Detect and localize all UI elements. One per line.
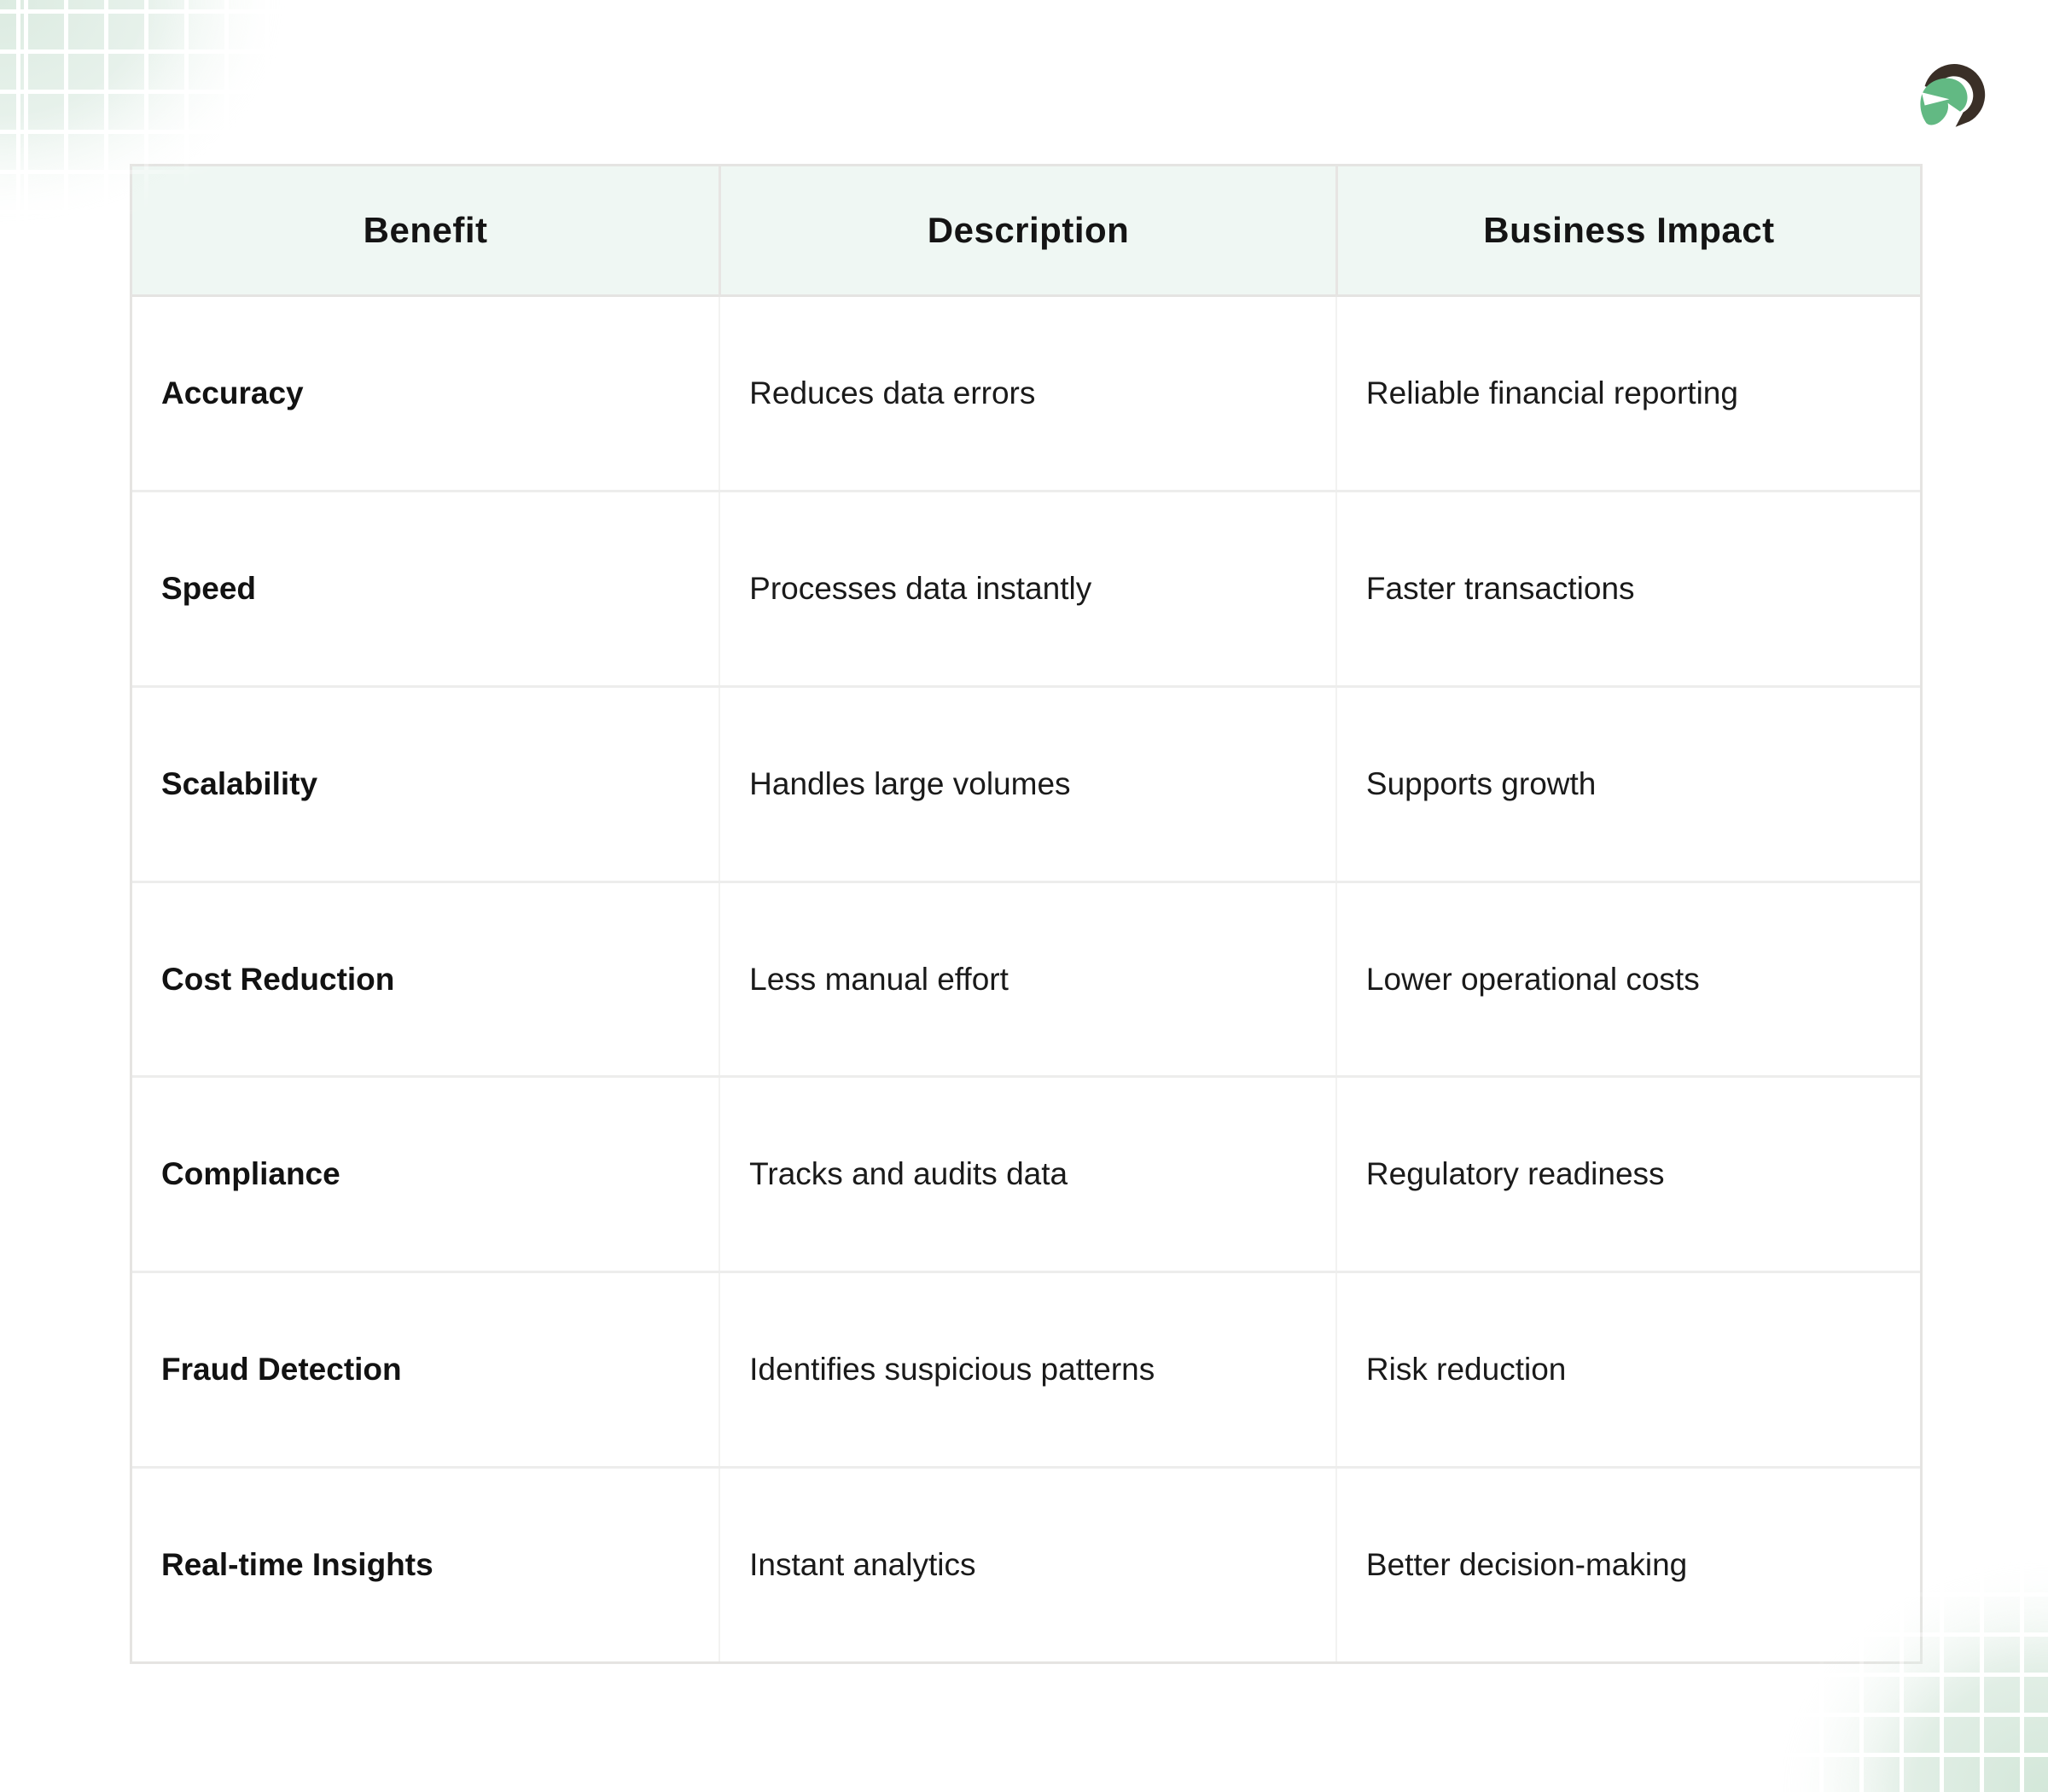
header-cell-description: Description: [719, 166, 1335, 294]
impact-cell: Faster transactions: [1335, 492, 1920, 685]
impact-cell: Regulatory readiness: [1335, 1078, 1920, 1271]
table-header-row: Benefit Description Business Impact: [132, 166, 1920, 297]
table-row: Speed Processes data instantly Faster tr…: [132, 492, 1920, 688]
table-row: Accuracy Reduces data errors Reliable fi…: [132, 297, 1920, 492]
table-body: Accuracy Reduces data errors Reliable fi…: [132, 297, 1920, 1662]
header-cell-benefit: Benefit: [363, 210, 488, 250]
benefit-cell: Compliance: [161, 1156, 340, 1192]
benefit-cell: Accuracy: [161, 375, 304, 410]
benefit-cell: Speed: [161, 570, 257, 606]
benefits-table: Benefit Description Business Impact Accu…: [130, 164, 1923, 1664]
impact-cell: Supports growth: [1335, 687, 1920, 881]
benefit-cell: Fraud Detection: [161, 1352, 402, 1388]
impact-cell: Lower operational costs: [1335, 882, 1920, 1076]
description-cell: Tracks and audits data: [719, 1078, 1335, 1271]
table-row: Real-time Insights Instant analytics Bet…: [132, 1469, 1920, 1662]
benefit-cell: Cost Reduction: [161, 961, 395, 997]
table-row: Compliance Tracks and audits data Regula…: [132, 1078, 1920, 1274]
table-row: Scalability Handles large volumes Suppor…: [132, 687, 1920, 883]
description-cell: Less manual effort: [719, 882, 1335, 1076]
table-row: Fraud Detection Identifies suspicious pa…: [132, 1273, 1920, 1469]
benefit-cell: Scalability: [161, 765, 318, 801]
impact-cell: Risk reduction: [1335, 1273, 1920, 1467]
description-cell: Instant analytics: [719, 1469, 1335, 1662]
impact-cell: Reliable financial reporting: [1335, 297, 1920, 490]
description-cell: Identifies suspicious patterns: [719, 1273, 1335, 1467]
description-cell: Handles large volumes: [719, 687, 1335, 881]
table-row: Cost Reduction Less manual effort Lower …: [132, 882, 1920, 1079]
impact-cell: Better decision-making: [1335, 1469, 1920, 1662]
spartan-helmet-logo-icon: [1914, 55, 1991, 133]
description-cell: Processes data instantly: [719, 492, 1335, 685]
description-cell: Reduces data errors: [719, 297, 1335, 490]
benefit-cell: Real-time Insights: [161, 1547, 433, 1583]
header-cell-business-impact: Business Impact: [1335, 166, 1920, 294]
